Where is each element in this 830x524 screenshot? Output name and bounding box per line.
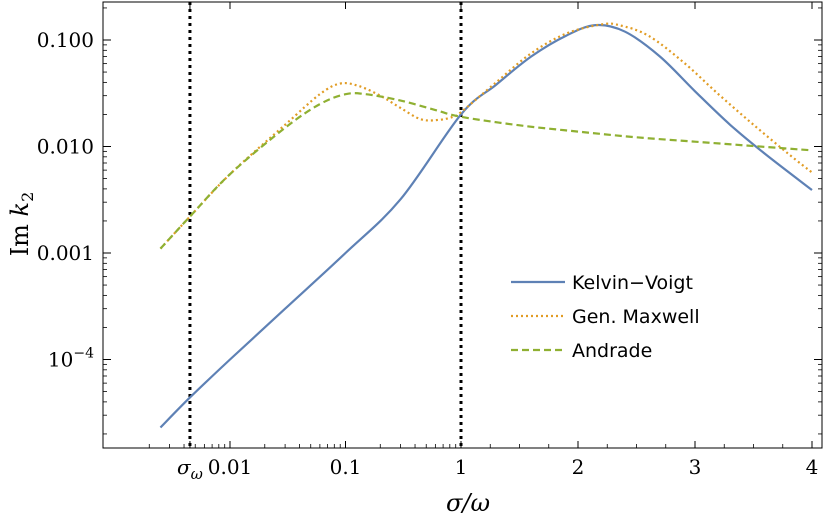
x-tick-label: 3 bbox=[689, 455, 702, 479]
x-tick-label: 2 bbox=[572, 455, 585, 479]
legend-entry-1: Kelvin−Voigt bbox=[572, 272, 693, 294]
reference-lines bbox=[188, 2, 463, 448]
y-tick-label: 0.010 bbox=[37, 135, 94, 159]
legend: Kelvin−Voigt Gen. Maxwell Andrade bbox=[511, 272, 700, 362]
y-tick-label: 0.100 bbox=[37, 28, 94, 52]
y-tick-label: 0.001 bbox=[37, 241, 94, 265]
series-layer bbox=[159, 22, 813, 429]
legend-entry-3: Andrade bbox=[572, 340, 652, 362]
x-tick-label: σω bbox=[177, 455, 203, 483]
legend-entry-2: Gen. Maxwell bbox=[572, 306, 700, 328]
x-axis-label: σ/ω bbox=[446, 489, 490, 517]
y-axis-label: Im k2 bbox=[6, 192, 37, 257]
series-line-3 bbox=[159, 92, 813, 250]
series-line-1 bbox=[159, 23, 813, 429]
x-tick-label: 0.1 bbox=[330, 455, 362, 479]
x-tick-label: 4 bbox=[806, 455, 819, 479]
series-line-2 bbox=[159, 22, 813, 250]
x-tick-label: 1 bbox=[455, 455, 468, 479]
ticks-layer: σω 0.01 0.1 1 2 3 4 10−4 0.001 0.010 0.100 bbox=[37, 2, 822, 483]
x-tick-label: 0.01 bbox=[208, 455, 253, 479]
y-tick-label: 10−4 bbox=[48, 346, 94, 372]
